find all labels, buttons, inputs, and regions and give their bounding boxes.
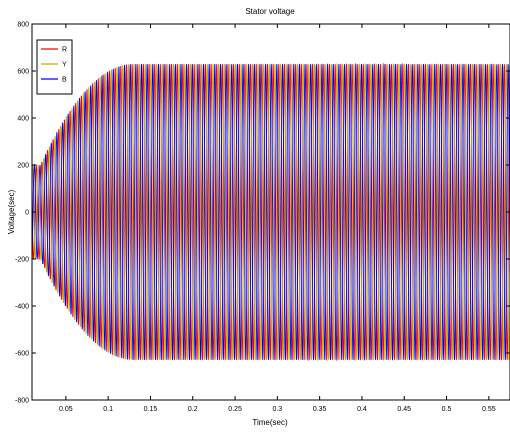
chart-title: Stator voltage bbox=[245, 7, 295, 16]
x-tick-label: 0.4 bbox=[357, 406, 367, 413]
y-tick-label: -600 bbox=[15, 351, 29, 358]
series-layer bbox=[32, 62, 510, 362]
y-tick-label: -200 bbox=[15, 257, 29, 264]
y-tick-label: 600 bbox=[17, 69, 29, 76]
series-line-b bbox=[32, 62, 510, 362]
y-axis-label: Voltage(sec) bbox=[7, 189, 16, 234]
x-axis-label: Time(sec) bbox=[252, 418, 288, 427]
y-tick-label: -800 bbox=[15, 398, 29, 405]
x-tick-label: 0.15 bbox=[144, 406, 158, 413]
y-tick-label: 800 bbox=[17, 22, 29, 29]
legend-label-y: Y bbox=[62, 62, 67, 69]
y-tick-label: 0 bbox=[25, 210, 29, 217]
series-line-y bbox=[32, 62, 510, 362]
x-tick-label: 0.55 bbox=[482, 406, 496, 413]
x-tick-label: 0.5 bbox=[442, 406, 452, 413]
y-tick-label: 400 bbox=[17, 116, 29, 123]
y-axis: -800 -600 -400 -200 0 200 400 600 800 bbox=[15, 22, 510, 405]
x-tick-label: 0.3 bbox=[272, 406, 282, 413]
x-tick-label: 0.05 bbox=[59, 406, 73, 413]
series-line-r bbox=[32, 62, 510, 362]
x-tick-label: 0.35 bbox=[313, 406, 327, 413]
x-tick-label: 0.25 bbox=[228, 406, 242, 413]
legend-label-r: R bbox=[62, 47, 67, 54]
y-tick-label: -400 bbox=[15, 304, 29, 311]
legend: R Y B bbox=[36, 39, 73, 95]
x-tick-label: 0.1 bbox=[103, 406, 113, 413]
y-tick-label: 200 bbox=[17, 163, 29, 170]
legend-label-b: B bbox=[62, 77, 67, 84]
x-axis: 0.05 0.1 0.15 0.2 0.25 0.3 0.35 0.4 0.45 0.5 0.55 bbox=[59, 24, 496, 413]
x-tick-label: 0.45 bbox=[397, 406, 411, 413]
x-tick-label: 0.2 bbox=[188, 406, 198, 413]
